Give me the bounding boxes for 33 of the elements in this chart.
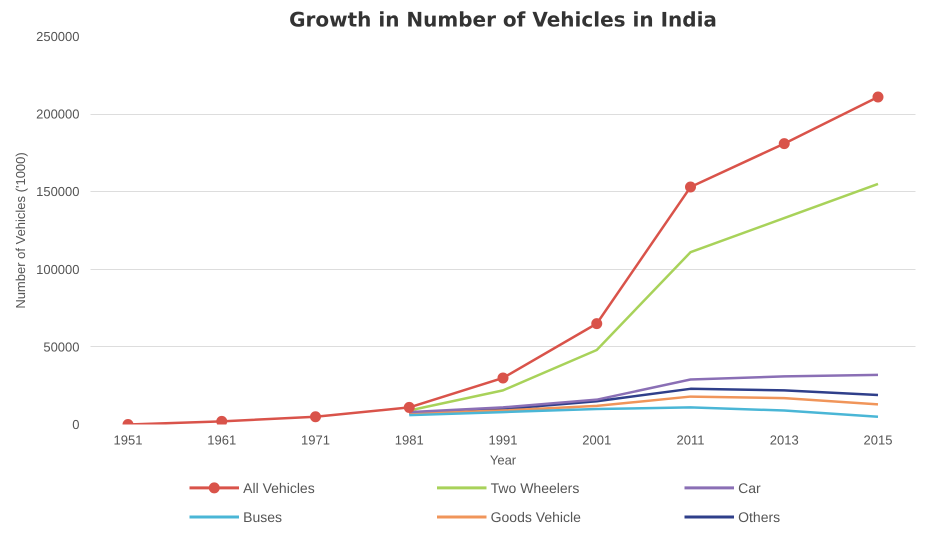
- legend-label: Buses: [243, 509, 282, 525]
- point: [778, 138, 790, 150]
- y-tick-label: 100000: [36, 262, 80, 277]
- x-tick-label: 2015: [864, 432, 892, 448]
- point: [591, 318, 602, 330]
- point: [685, 182, 696, 193]
- y-tick-label: 250000: [36, 29, 80, 44]
- x-axis-title: Year: [490, 452, 517, 468]
- point: [498, 372, 508, 384]
- chart-title: Growth in Number of Vehicles in India: [289, 8, 717, 32]
- x-tick-label: 1981: [394, 432, 424, 448]
- y-tick-label: 150000: [36, 184, 80, 200]
- legend-label: Goods Vehicle: [490, 509, 582, 525]
- x-tick-label: 1971: [301, 432, 330, 448]
- x-tick-label: 1991: [488, 432, 518, 448]
- x-tick-label: 1951: [114, 432, 142, 448]
- line-series: [408, 406, 880, 418]
- point: [216, 416, 228, 424]
- y-tick-label: 200000: [36, 106, 80, 122]
- y-tick-label: 0: [72, 417, 80, 432]
- x-tick-label: 1961: [207, 432, 236, 448]
- y-tick-label: 50000: [43, 339, 80, 354]
- point: [872, 92, 884, 103]
- legend-label: Two Wheelers: [490, 480, 580, 496]
- x-tick-label: 2013: [770, 432, 799, 448]
- y-axis-title: Number of Vehicles ('1000): [13, 152, 28, 309]
- point: [310, 411, 321, 422]
- x-tick-label: 2001: [582, 432, 612, 448]
- legend-label: Others: [738, 509, 780, 525]
- legend-label: Car: [738, 480, 762, 496]
- point: [404, 402, 415, 413]
- legend-label: All Vehicles: [243, 480, 315, 496]
- x-tick-label: 2011: [676, 432, 704, 448]
